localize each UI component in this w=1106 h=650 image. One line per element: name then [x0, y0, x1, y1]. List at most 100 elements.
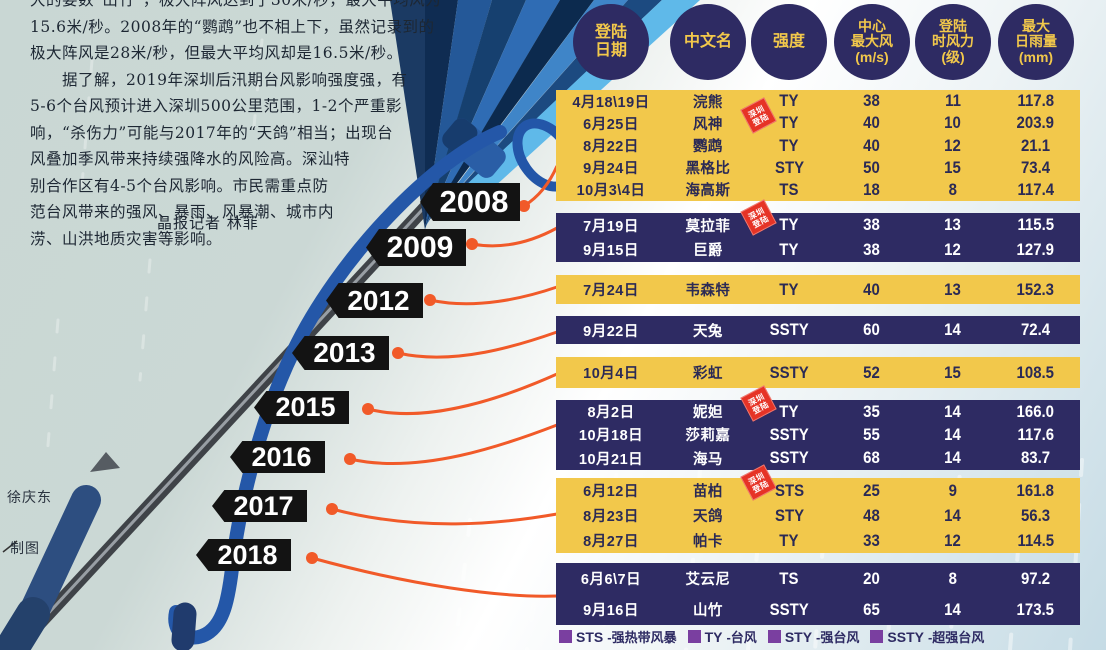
cell-strength: SSTY [769, 599, 809, 619]
cell-landing-date: 6月6\7日 [580, 572, 642, 588]
year-tag-2012: 2012 [326, 283, 423, 318]
typhoon-group-2018: 6月6\7日 艾云尼 TS 20 8 97.2 9月16日 山竹 SSTY 65… [556, 563, 1080, 625]
cell-strength: SSTY [769, 362, 809, 382]
cell-landing-force: 14 [944, 424, 962, 444]
cell-landing-date: 10月21日 [578, 451, 644, 468]
cell-strength: TY [779, 530, 799, 550]
cell-strength: TY [779, 215, 799, 235]
cell-typhoon-name: 鹦鹉 [692, 139, 723, 155]
leader-line-2016 [344, 423, 558, 466]
leader-line-2012 [424, 285, 558, 306]
leader-line-2013 [392, 330, 558, 359]
column-header-landing-date: 登陆 日期 [573, 4, 649, 80]
cell-max-rain: 117.8 [1017, 91, 1054, 111]
cell-typhoon-name: 巨爵 [692, 243, 723, 260]
cell-landing-date: 10月18日 [578, 428, 644, 445]
cell-max-rain: 73.4 [1020, 157, 1050, 177]
cell-max-wind: 68 [863, 448, 881, 468]
designer-role: 制图 [10, 541, 40, 557]
table-row: 7月24日 韦森特 TY 40 13 152.3 [556, 275, 1080, 304]
cell-typhoon-name: 风神 深圳 登陆 [666, 97, 777, 134]
cell-max-wind: 60 [863, 320, 881, 339]
cell-landing-date: 4月18\19日 [572, 94, 650, 111]
cell-strength: STS [774, 480, 804, 500]
cell-max-rain: 203.9 [1016, 113, 1055, 133]
cell-typhoon-name: 莫拉菲 深圳 登陆 [666, 198, 777, 236]
cell-strength: TS [779, 568, 799, 588]
typhoon-table: 登陆 日期 中文名 强度 中心 最大风 (m/s) 登陆 时风力 (级) 最大 … [556, 0, 1080, 650]
cell-landing-force: 14 [944, 505, 962, 525]
leader-line-2009 [466, 226, 558, 250]
cell-max-wind: 35 [863, 401, 881, 421]
cell-typhoon-name: 莎莉嘉 [685, 428, 731, 445]
legend-swatch-icon [687, 630, 701, 643]
table-row: 6月6\7日 艾云尼 TS 20 8 97.2 [556, 563, 1080, 594]
cell-landing-date: 8月22日 [583, 139, 639, 155]
cell-max-rain: 56.3 [1020, 505, 1050, 525]
cell-landing-force: 11 [944, 91, 961, 111]
cell-landing-force: 13 [944, 215, 962, 235]
cell-max-wind: 33 [863, 530, 881, 550]
cell-max-wind: 20 [863, 568, 881, 588]
designer-tick [2, 540, 18, 553]
cell-max-wind: 38 [863, 239, 881, 259]
column-header-chinese-name: 中文名 [670, 4, 746, 80]
cell-max-rain: 152.3 [1016, 279, 1055, 299]
cell-landing-date: 8月27日 [583, 534, 639, 550]
cell-max-rain: 161.8 [1016, 480, 1055, 500]
cell-max-rain: 97.2 [1020, 568, 1050, 588]
column-header-max-wind: 中心 最大风 (m/s) [834, 4, 910, 80]
cell-typhoon-name: 山竹 [692, 603, 723, 619]
cell-strength: STY [774, 505, 804, 525]
cell-strength: STY [774, 157, 804, 177]
cell-strength: TY [779, 113, 799, 133]
cell-max-rain: 117.4 [1017, 179, 1054, 199]
cell-landing-force: 12 [944, 135, 962, 155]
cell-max-rain: 21.1 [1020, 135, 1050, 155]
cell-typhoon-name: 苗柏 深圳 登陆 [666, 464, 777, 501]
cell-max-wind: 25 [863, 480, 881, 500]
cell-max-rain: 173.5 [1016, 599, 1055, 619]
cell-max-wind: 55 [863, 424, 881, 444]
cell-landing-force: 13 [944, 279, 962, 299]
cell-strength: TY [779, 401, 799, 421]
table-row: 8月27日 帕卡 TY 33 12 114.5 [556, 528, 1080, 553]
cell-typhoon-name: 帕卡 [692, 534, 723, 550]
year-tag-2015: 2015 [254, 391, 349, 424]
cell-landing-date: 9月16日 [583, 603, 639, 619]
table-row: 7月19日 莫拉菲 深圳 登陆 TY 38 13 115.5 [556, 198, 1080, 238]
table-row: 10月18日 莎莉嘉 SSTY 55 14 117.6 [556, 423, 1080, 446]
cell-strength: SSTY [769, 424, 809, 444]
table-row: 8月2日 妮妲 深圳 登陆 TY 35 14 166.0 [556, 385, 1080, 423]
legend-label: -超强台风 [927, 630, 985, 645]
legend-item: STY -强台风 [767, 627, 860, 646]
legend-swatch-icon [559, 630, 572, 643]
cell-max-wind: 38 [863, 215, 881, 235]
cell-landing-date: 6月25日 [583, 116, 639, 133]
table-row: 6月12日 苗柏 深圳 登陆 STS 25 9 161.8 [556, 464, 1080, 503]
legend-abbr: TY [704, 628, 723, 645]
designer-name: 徐庆东 [7, 490, 52, 506]
cell-max-wind: 18 [863, 179, 881, 199]
cell-landing-force: 8 [948, 568, 958, 588]
leader-line-2015 [362, 372, 558, 416]
cell-typhoon-name: 黑格比 [685, 161, 731, 178]
cell-landing-force: 15 [944, 362, 962, 382]
column-header-landing-force: 登陆 时风力 (级) [915, 4, 991, 80]
legend-label: -强台风 [816, 630, 860, 645]
year-tag-2017: 2017 [212, 490, 307, 522]
cell-strength: SSTY [769, 448, 809, 468]
cell-strength: TS [779, 179, 799, 199]
table-row: 9月16日 山竹 SSTY 65 14 173.5 [556, 594, 1080, 625]
cell-landing-force: 14 [944, 599, 962, 619]
table-row: 9月15日 巨爵 TY 38 12 127.9 [556, 238, 1080, 263]
year-tag-2008: 2008 [420, 183, 520, 221]
cell-landing-date: 9月22日 [583, 323, 639, 340]
legend-swatch-icon [767, 630, 781, 643]
cell-landing-force: 10 [944, 113, 962, 133]
table-row: 6月25日 风神 深圳 登陆 TY 40 10 203.9 [556, 97, 1080, 134]
cell-landing-force: 14 [944, 320, 962, 339]
cell-landing-date: 8月2日 [587, 405, 635, 422]
typhoon-group-2012: 7月24日 韦森特 TY 40 13 152.3 [556, 275, 1080, 304]
leader-line-2008 [518, 165, 559, 212]
